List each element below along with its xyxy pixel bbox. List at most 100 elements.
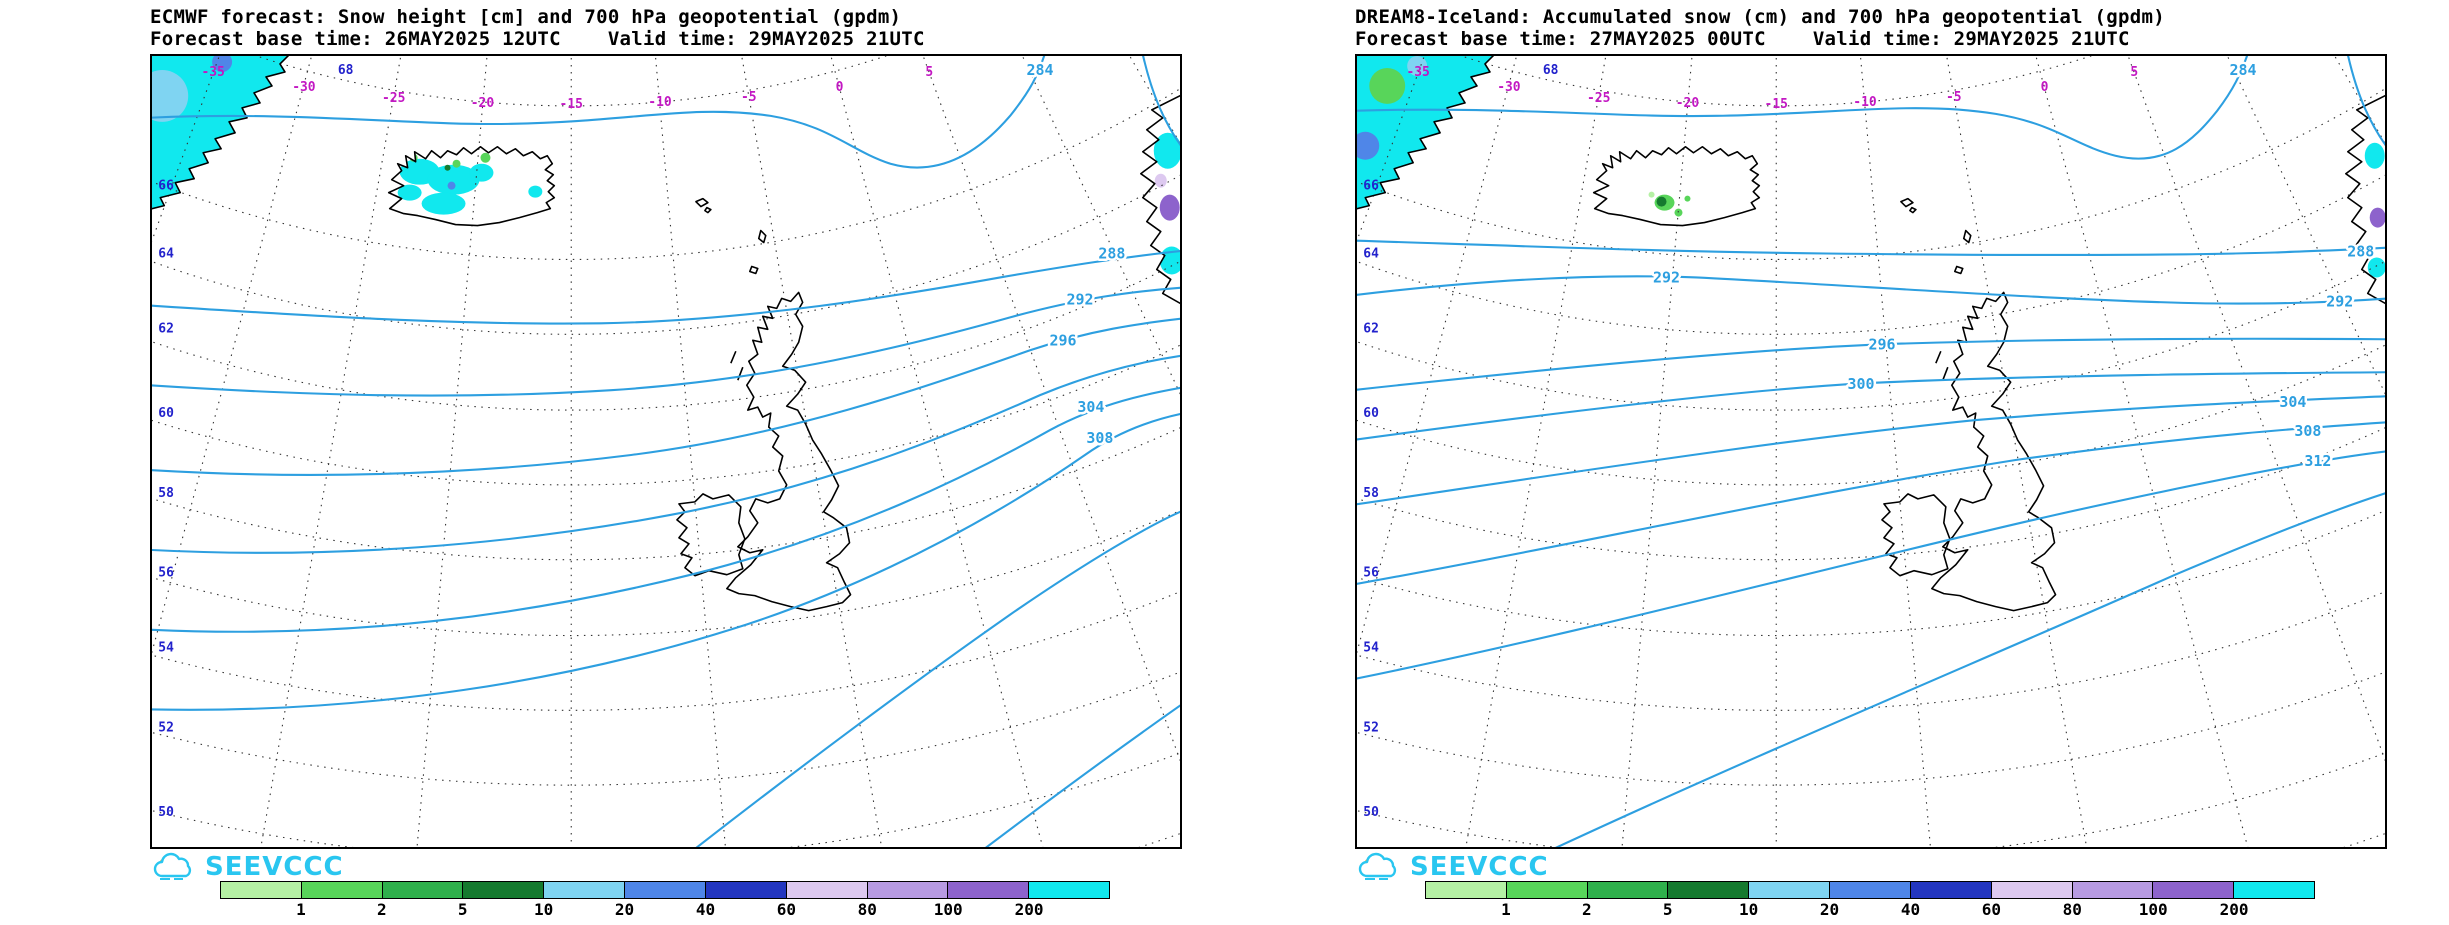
- colorbar-cell: [705, 882, 787, 898]
- snow-patch: [2367, 257, 2385, 278]
- colorbar-cell: [2234, 882, 2314, 898]
- contour-308: [1357, 421, 2385, 585]
- contour-292: [152, 286, 1180, 397]
- colorbar-cell: [1830, 882, 1911, 898]
- colorbar-cells: [1425, 881, 2315, 899]
- colorbar-cell: [1426, 882, 1507, 898]
- contour-label: 288: [1098, 244, 1125, 262]
- contour-label: 296: [1868, 335, 1895, 353]
- colorbar-cell: [1668, 882, 1750, 898]
- logo-text: SEEVCCC: [1410, 852, 1549, 882]
- cloud-icon: [153, 852, 192, 880]
- contour-284: [152, 56, 1046, 169]
- colorbar-labels: 1 2 5 10 20 40 60 80 100 200: [220, 899, 1110, 919]
- cloud-outline: [1358, 852, 1397, 878]
- map-subtitle: Forecast base time: 27MAY2025 00UTC Vali…: [1355, 28, 2130, 50]
- colorbar-cell: [2072, 882, 2154, 898]
- colorbar-tick-label: 5: [457, 900, 468, 919]
- snow-patch: [452, 159, 461, 168]
- snow-patch: [528, 185, 543, 198]
- contour-label: 284: [2230, 61, 2257, 79]
- basemap-instance: [1357, 56, 2385, 847]
- colorbar-cell: [301, 882, 383, 898]
- colorbar-cell: [948, 882, 1030, 898]
- colorbar-cell: [1991, 882, 2073, 898]
- colorbar-cell: [382, 882, 464, 898]
- snow-patch: [480, 152, 491, 163]
- contour-300: [1357, 371, 2385, 441]
- colorbar-cell: [544, 882, 626, 898]
- contour-label: 292: [1653, 268, 1680, 286]
- colorbar-tick-label: 20: [614, 900, 635, 919]
- snow-patch: [2369, 207, 2385, 228]
- panel-left: ECMWF forecast: Snow height [cm] and 700…: [150, 6, 1182, 919]
- colorbar-tick-label: 100: [933, 900, 963, 919]
- colorbar-tick-label: 40: [695, 900, 716, 919]
- contour-label: 300: [1848, 375, 1875, 393]
- map-svg-right: 284 288 292 292 296 300 304 308 312: [1357, 56, 2385, 847]
- colorbar-tick-label: 20: [1819, 900, 1840, 919]
- snow-norway: [2364, 142, 2385, 278]
- colorbar-tick-label: 60: [776, 900, 796, 919]
- contour-labels: 284 288 292 296 304 308: [1024, 58, 1128, 449]
- colorbar-tick-label: 80: [2062, 900, 2082, 919]
- contour-296: [152, 317, 1180, 476]
- colorbar-tick-label: 2: [1581, 900, 1592, 919]
- snow-patch: [421, 192, 466, 215]
- contour-292: [1357, 275, 2385, 305]
- contour-304: [1357, 395, 2385, 506]
- snow-colorbar: 1 2 5 10 20 40 60 80 100 200: [1425, 881, 2315, 919]
- snow-layer: [152, 56, 1180, 275]
- colorbar-tick-label: 1: [296, 900, 306, 919]
- colorbar-cell: [867, 882, 949, 898]
- contour-line: [985, 704, 1180, 847]
- colorbar-tick-label: 200: [2219, 900, 2249, 919]
- colorbar-cell: [786, 882, 868, 898]
- snow-patch: [397, 184, 422, 201]
- cloud-outline: [153, 852, 192, 878]
- snow-patch: [1154, 173, 1167, 188]
- contour-line: [695, 510, 1180, 847]
- colorbar-cell: [1506, 882, 1588, 898]
- snow-patch: [444, 164, 451, 171]
- snow-patch: [2364, 142, 2385, 169]
- contours: [152, 56, 1180, 847]
- contour-label: 288: [2347, 242, 2374, 260]
- colorbar-cell: [1749, 882, 1831, 898]
- seevccc-logo: SEEVCCC: [1357, 852, 1549, 882]
- contour-label: 308: [1086, 429, 1113, 447]
- contour-label: 304: [1077, 398, 1104, 416]
- contour-label: 312: [2304, 452, 2331, 470]
- contour-308: [152, 413, 1180, 711]
- contour-label: 304: [2279, 393, 2306, 411]
- contour-label: 284: [1027, 61, 1054, 79]
- contour-label: 292: [1066, 290, 1093, 308]
- snow-patch: [1159, 194, 1180, 221]
- snow-patch: [1369, 67, 1406, 104]
- snow-patch: [469, 163, 494, 182]
- colorbar-tick-label: 100: [2138, 900, 2168, 919]
- snow-patch: [152, 69, 189, 122]
- logo-text: SEEVCCC: [205, 852, 344, 882]
- colorbar-tick-label: 2: [376, 900, 387, 919]
- contours: [1357, 56, 2385, 847]
- colorbar-cell: [1587, 882, 1669, 898]
- contour-line: [1142, 56, 1180, 147]
- map-canvas-left: 284 288 292 296 304 308: [150, 54, 1182, 849]
- colorbar-tick-label: 60: [1981, 900, 2001, 919]
- colorbar-tick-label: 1: [1501, 900, 1511, 919]
- colorbar-cell: [1910, 882, 1992, 898]
- contour-312: [1357, 450, 2385, 680]
- contour-label: 308: [2294, 422, 2321, 440]
- snow-patch: [1153, 132, 1180, 169]
- panel-footer: SEEVCCC 1 2 5 10 20 40 60 80 100 200: [1355, 849, 2387, 919]
- colorbar-tick-label: 80: [857, 900, 877, 919]
- colorbar-labels: 1 2 5 10 20 40 60 80 100 200: [1425, 899, 2315, 919]
- colorbar-cell: [463, 882, 545, 898]
- contour-labels: 284 288 292 292 296 300 304 308 312: [1651, 58, 2377, 472]
- panel-footer: SEEVCCC 1 2 5 10 20 40 60 80 100 200: [150, 849, 1182, 919]
- basemap-instance: [152, 56, 1180, 847]
- colorbar-tick-label: 5: [1662, 900, 1673, 919]
- snow-iceland: [1648, 191, 1691, 217]
- map-svg-left: 284 288 292 296 304 308: [152, 56, 1180, 847]
